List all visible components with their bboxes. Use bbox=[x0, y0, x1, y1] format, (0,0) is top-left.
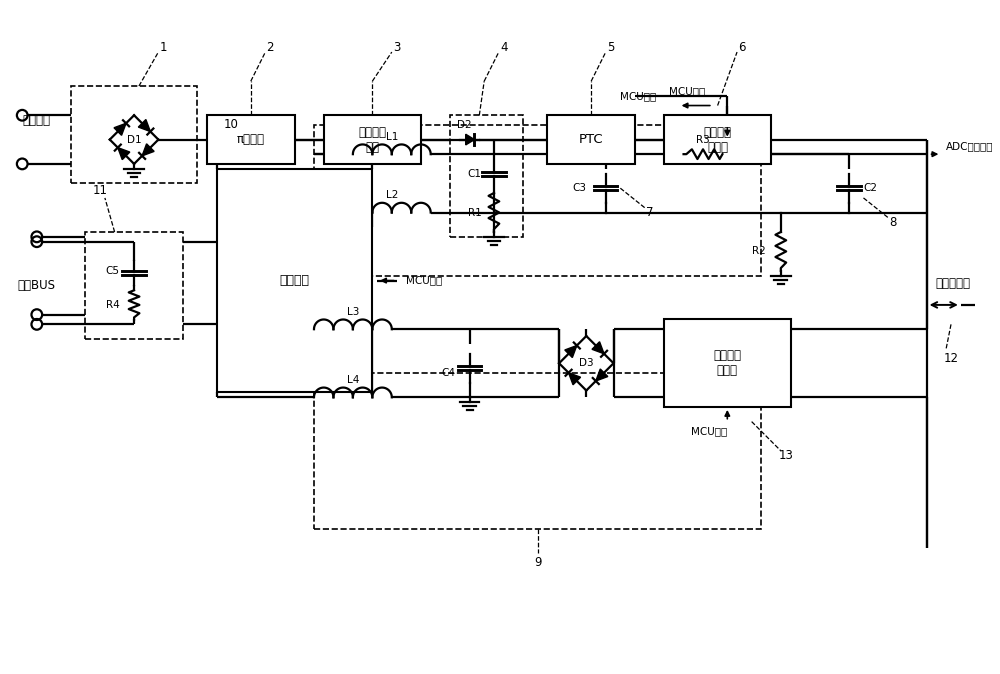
Text: R2: R2 bbox=[752, 247, 766, 256]
Text: MCU控制: MCU控制 bbox=[620, 91, 657, 101]
Text: L3: L3 bbox=[347, 307, 359, 317]
Text: MCU控制: MCU控制 bbox=[406, 276, 443, 286]
Text: R1: R1 bbox=[468, 208, 481, 218]
Text: 3: 3 bbox=[393, 40, 400, 54]
Text: 1: 1 bbox=[159, 40, 167, 54]
Text: D2: D2 bbox=[457, 120, 472, 130]
Text: C2: C2 bbox=[863, 183, 877, 193]
Text: 音频和通讯: 音频和通讯 bbox=[935, 277, 970, 290]
Text: C5: C5 bbox=[105, 266, 119, 276]
Bar bbox=[85, 232, 183, 339]
Polygon shape bbox=[142, 144, 154, 156]
Bar bbox=[664, 115, 771, 164]
Text: R3: R3 bbox=[696, 135, 710, 145]
Polygon shape bbox=[118, 148, 130, 160]
Bar bbox=[314, 373, 761, 528]
Text: 电源输入: 电源输入 bbox=[23, 114, 51, 127]
Text: π型滤波: π型滤波 bbox=[237, 133, 265, 146]
Bar bbox=[207, 115, 295, 164]
Polygon shape bbox=[138, 119, 150, 131]
Text: 12: 12 bbox=[944, 352, 959, 365]
Polygon shape bbox=[466, 134, 474, 145]
Text: 2: 2 bbox=[266, 40, 274, 54]
Text: C4: C4 bbox=[441, 368, 455, 378]
Bar bbox=[450, 115, 523, 237]
Text: C1: C1 bbox=[467, 168, 481, 179]
Text: MCU控制: MCU控制 bbox=[691, 427, 727, 436]
Bar bbox=[314, 125, 761, 276]
Text: 11: 11 bbox=[93, 183, 108, 197]
Text: 6: 6 bbox=[738, 40, 746, 54]
Text: MCU控制: MCU控制 bbox=[669, 86, 705, 96]
Text: 9: 9 bbox=[534, 556, 541, 569]
Polygon shape bbox=[592, 342, 604, 354]
Text: 主机恒流
源开关: 主机恒流 源开关 bbox=[704, 125, 732, 154]
Text: 电子电感
电路: 电子电感 电路 bbox=[358, 125, 386, 154]
Text: PTC: PTC bbox=[579, 133, 603, 146]
Bar bbox=[547, 115, 635, 164]
Text: 4: 4 bbox=[500, 40, 507, 54]
Text: R4: R4 bbox=[106, 300, 119, 310]
Text: 控制开关: 控制开关 bbox=[280, 274, 310, 287]
Polygon shape bbox=[114, 123, 126, 135]
Text: D1: D1 bbox=[127, 135, 141, 145]
Text: L4: L4 bbox=[347, 375, 359, 385]
Bar bbox=[664, 319, 791, 407]
Text: 7: 7 bbox=[646, 206, 653, 219]
Polygon shape bbox=[569, 373, 581, 385]
Text: 8: 8 bbox=[889, 216, 896, 228]
Text: 5: 5 bbox=[607, 40, 614, 54]
Bar bbox=[324, 115, 421, 164]
Text: C3: C3 bbox=[572, 183, 586, 193]
Text: L2: L2 bbox=[386, 190, 398, 200]
Text: D3: D3 bbox=[579, 359, 594, 368]
Text: L1: L1 bbox=[386, 131, 398, 142]
Bar bbox=[71, 86, 197, 183]
Text: 两线BUS: 两线BUS bbox=[18, 279, 56, 292]
Text: 10: 10 bbox=[224, 119, 239, 131]
Bar bbox=[217, 168, 372, 392]
Text: 13: 13 bbox=[778, 449, 793, 462]
Text: 分机恒流
源开关: 分机恒流 源开关 bbox=[713, 349, 741, 377]
Polygon shape bbox=[596, 369, 608, 381]
Polygon shape bbox=[565, 346, 577, 357]
Text: ADC检测电流: ADC检测电流 bbox=[946, 142, 994, 151]
